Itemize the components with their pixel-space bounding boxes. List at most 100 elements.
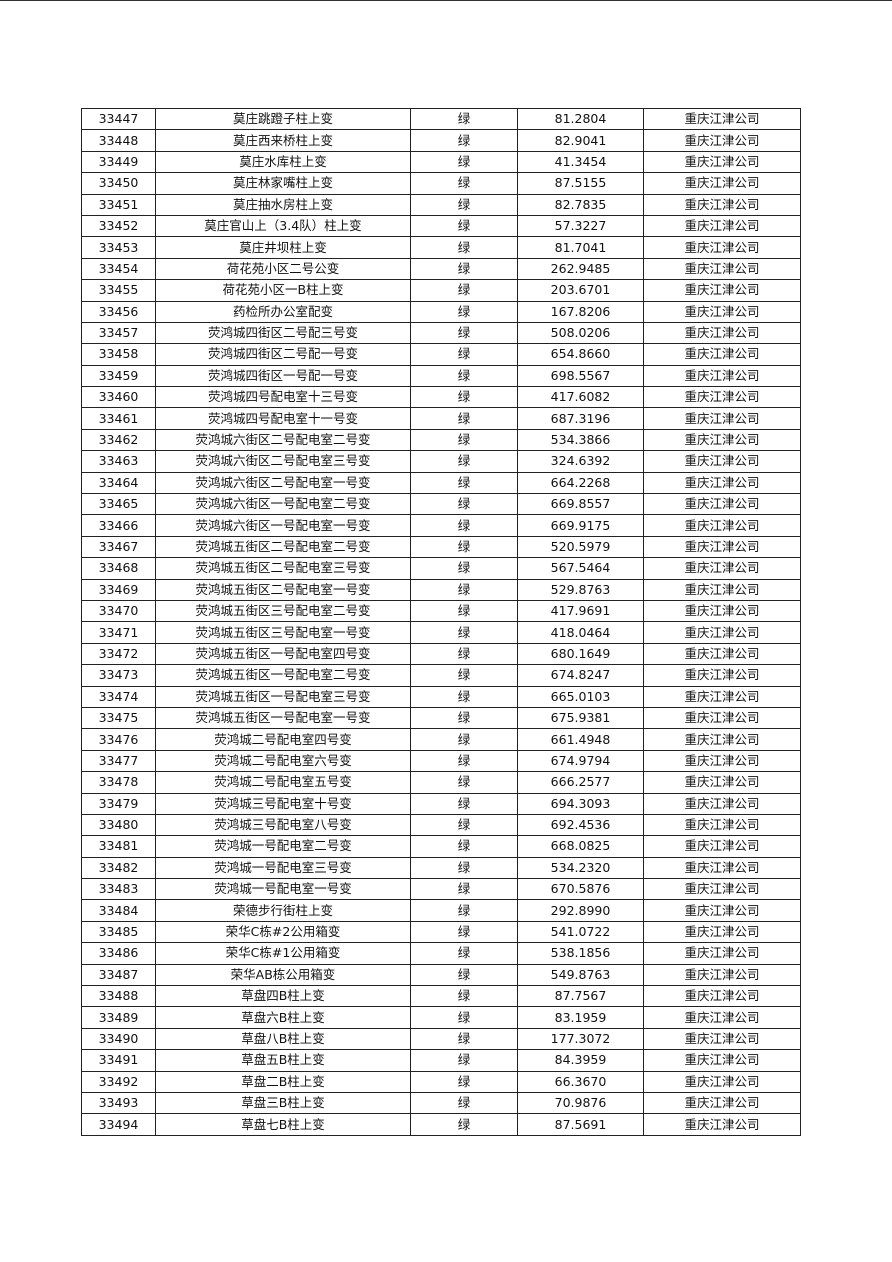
row-id-cell: 33471 [81, 621, 156, 644]
company-cell: 重庆江津公司 [643, 514, 801, 537]
company-cell: 重庆江津公司 [643, 150, 801, 174]
value-cell: 668.0825 [517, 835, 644, 858]
company-cell: 重庆江津公司 [643, 792, 801, 815]
row-id-cell: 33465 [81, 493, 156, 516]
company-cell: 重庆江津公司 [643, 1113, 801, 1136]
company-cell: 重庆江津公司 [643, 407, 801, 430]
row-id-cell: 33469 [81, 578, 156, 601]
value-cell: 87.7567 [517, 985, 644, 1008]
table-row: 33483 荧鸿城一号配电室一号变绿 670.5876 重庆江津公司 [81, 878, 801, 901]
value-cell: 534.2320 [517, 856, 644, 880]
name-cell: 荧鸿城六街区二号配电室三号变 [155, 450, 411, 473]
color-cell: 绿 [410, 963, 518, 987]
color-cell: 绿 [410, 706, 518, 730]
company-cell: 重庆江津公司 [643, 1091, 801, 1115]
company-cell: 重庆江津公司 [643, 878, 801, 901]
company-cell: 重庆江津公司 [643, 364, 801, 388]
color-cell: 绿 [410, 942, 518, 965]
value-cell: 82.9041 [517, 129, 644, 152]
value-cell: 538.1856 [517, 942, 644, 965]
name-cell: 荧鸿城五街区三号配电室二号变 [155, 599, 411, 623]
table-row: 33457 荧鸿城四街区二号配三号变绿 508.0206 重庆江津公司 [81, 321, 801, 345]
name-cell: 莫庄官山上（3.4队）柱上变 [155, 214, 411, 238]
name-cell: 荧鸿城五街区二号配电室三号变 [155, 557, 411, 580]
value-cell: 654.8660 [517, 343, 644, 366]
name-cell: 莫庄跳蹬子柱上变 [155, 107, 411, 131]
company-cell: 重庆江津公司 [643, 129, 801, 152]
company-cell: 重庆江津公司 [643, 813, 801, 837]
table-row: 33450 莫庄林家嘴柱上变绿 87.5155 重庆江津公司 [81, 172, 801, 195]
value-cell: 84.3959 [517, 1049, 644, 1072]
company-cell: 重庆江津公司 [643, 107, 801, 131]
company-cell: 重庆江津公司 [643, 321, 801, 345]
name-cell: 荧鸿城六街区一号配电室二号变 [155, 493, 411, 516]
row-id-cell: 33458 [81, 343, 156, 366]
company-cell: 重庆江津公司 [643, 557, 801, 580]
color-cell: 绿 [410, 771, 518, 794]
company-cell: 重庆江津公司 [643, 1049, 801, 1072]
table-body: 33447 莫庄跳蹬子柱上变绿 81.2804 重庆江津公司 33448 莫庄西来桥柱上变… [81, 107, 801, 1136]
company-cell: 重庆江津公司 [643, 578, 801, 601]
value-cell: 674.8247 [517, 664, 644, 687]
color-cell: 绿 [410, 728, 518, 751]
table-row: 33454 荷花苑小区二号公变绿 262.9485 重庆江津公司 [81, 257, 801, 281]
row-id-cell: 33447 [81, 107, 156, 131]
name-cell: 药检所办公室配变 [155, 300, 411, 323]
table-row: 33464 荧鸿城六街区二号配电室一号变绿 664.2268 重庆江津公司 [81, 471, 801, 495]
name-cell: 荧鸿城一号配电室一号变 [155, 878, 411, 901]
row-id-cell: 33459 [81, 364, 156, 388]
table-row: 33455 荷花苑小区一B柱上变绿 203.6701 重庆江津公司 [81, 279, 801, 302]
table-row: 33473 荧鸿城五街区一号配电室二号变绿 674.8247 重庆江津公司 [81, 664, 801, 687]
company-cell: 重庆江津公司 [643, 664, 801, 687]
color-cell: 绿 [410, 193, 518, 216]
color-cell: 绿 [410, 856, 518, 880]
company-cell: 重庆江津公司 [643, 771, 801, 794]
row-id-cell: 33489 [81, 1006, 156, 1029]
table-row: 33487 荣华AB栋公用箱变绿 549.8763 重庆江津公司 [81, 963, 801, 987]
color-cell: 绿 [410, 813, 518, 837]
company-cell: 重庆江津公司 [643, 963, 801, 987]
name-cell: 草盘二B柱上变 [155, 1070, 411, 1093]
row-id-cell: 33454 [81, 257, 156, 281]
row-id-cell: 33486 [81, 942, 156, 965]
table-row: 33453 莫庄井坝柱上变绿 81.7041 重庆江津公司 [81, 236, 801, 259]
row-id-cell: 33494 [81, 1113, 156, 1136]
row-id-cell: 33473 [81, 664, 156, 687]
color-cell: 绿 [410, 878, 518, 901]
color-cell: 绿 [410, 749, 518, 773]
value-cell: 418.0464 [517, 621, 644, 644]
row-id-cell: 33487 [81, 963, 156, 987]
table-row: 33494 草盘七B柱上变绿 87.5691 重庆江津公司 [81, 1113, 801, 1136]
row-id-cell: 33462 [81, 428, 156, 452]
row-id-cell: 33449 [81, 150, 156, 174]
company-cell: 重庆江津公司 [643, 386, 801, 409]
company-cell: 重庆江津公司 [643, 535, 801, 559]
value-cell: 167.8206 [517, 300, 644, 323]
color-cell: 绿 [410, 1027, 518, 1051]
name-cell: 荷花苑小区一B柱上变 [155, 279, 411, 302]
name-cell: 荧鸿城一号配电室二号变 [155, 835, 411, 858]
row-id-cell: 33478 [81, 771, 156, 794]
table-row: 33489 草盘六B柱上变绿 83.1959 重庆江津公司 [81, 1006, 801, 1029]
name-cell: 荧鸿城一号配电室三号变 [155, 856, 411, 880]
name-cell: 荧鸿城四街区二号配三号变 [155, 321, 411, 345]
row-id-cell: 33479 [81, 792, 156, 815]
color-cell: 绿 [410, 343, 518, 366]
color-cell: 绿 [410, 1091, 518, 1115]
company-cell: 重庆江津公司 [643, 428, 801, 452]
name-cell: 莫庄水库柱上变 [155, 150, 411, 174]
row-id-cell: 33472 [81, 642, 156, 666]
row-id-cell: 33477 [81, 749, 156, 773]
row-id-cell: 33490 [81, 1027, 156, 1051]
table-row: 33447 莫庄跳蹬子柱上变绿 81.2804 重庆江津公司 [81, 107, 801, 131]
value-cell: 417.9691 [517, 599, 644, 623]
value-cell: 666.2577 [517, 771, 644, 794]
name-cell: 荧鸿城二号配电室五号变 [155, 771, 411, 794]
company-cell: 重庆江津公司 [643, 193, 801, 216]
color-cell: 绿 [410, 664, 518, 687]
name-cell: 荧鸿城六街区二号配电室二号变 [155, 428, 411, 452]
page-top-border [0, 0, 892, 1]
color-cell: 绿 [410, 792, 518, 815]
row-id-cell: 33484 [81, 899, 156, 922]
color-cell: 绿 [410, 621, 518, 644]
